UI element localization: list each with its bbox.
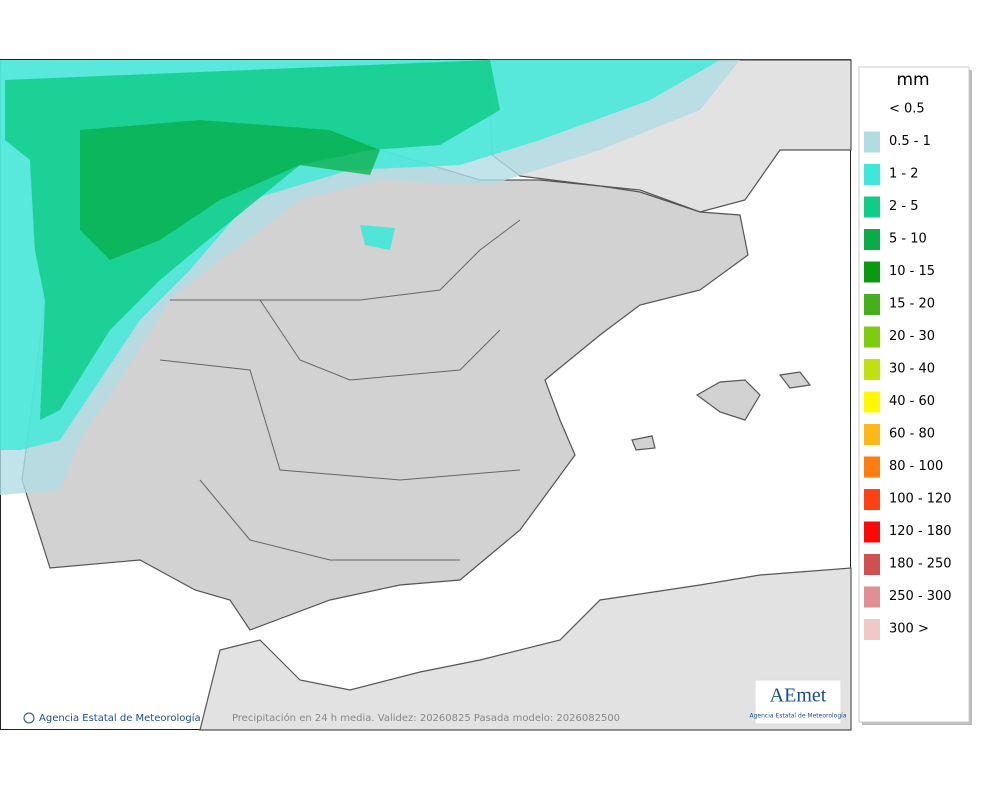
legend-label: 300 > [889,622,929,637]
caption: Precipitación en 24 h media. Validez: 20… [232,712,620,724]
legend-label: < 0.5 [889,102,925,117]
legend-label: 250 - 300 [889,589,952,604]
legend-swatch [864,456,880,478]
copyright-icon [23,712,35,724]
legend-label: 1 - 2 [889,167,919,182]
legend-label: 2 - 5 [889,199,919,214]
legend-swatch [864,586,880,608]
footer: Agencia Estatal de Meteorología Precipit… [23,679,847,725]
legend-swatch [864,294,880,315]
borders [159,219,521,561]
legend-label: 5 - 10 [889,232,927,247]
legend-title: mm [896,70,929,90]
legend-label: 100 - 120 [889,492,952,507]
legend-swatch [864,164,880,185]
legend: < 0.5 0.5 - 1 1 - 2 2 - 5 5 - 10 10 - 15 15 - … [864,102,952,640]
precipitation-overlay [0,60,740,495]
legend-swatch [864,424,880,445]
legend-label: 120 - 180 [889,524,952,539]
legend-label: 40 - 60 [889,394,935,409]
legend-swatch [864,521,880,543]
legend-swatch [864,554,880,575]
legend-label: 10 - 15 [889,264,935,279]
legend-swatch [864,229,880,250]
legend-swatch [864,489,880,510]
legend-label: 30 - 40 [889,362,935,377]
legend-swatch [864,326,880,348]
legend-label: 60 - 80 [889,427,935,442]
land [21,59,852,731]
logo-box [754,679,842,725]
logo-subtitle: Agencia Estatal de Meteorología [750,713,847,720]
legend-label: 15 - 20 [889,297,935,312]
legend-swatch [864,391,880,413]
legend-label: 20 - 30 [889,329,935,344]
legend-swatch [864,619,880,640]
legend-swatch [864,131,880,153]
credit: Agencia Estatal de Meteorología [39,712,201,724]
legend-swatch [864,359,880,380]
legend-label: 80 - 100 [889,459,943,474]
legend-label: 180 - 250 [889,557,952,572]
legend-swatch [864,196,880,218]
logo-name: AEmet [770,685,827,707]
legend-label: 0.5 - 1 [889,134,931,149]
legend-swatch [864,261,880,283]
